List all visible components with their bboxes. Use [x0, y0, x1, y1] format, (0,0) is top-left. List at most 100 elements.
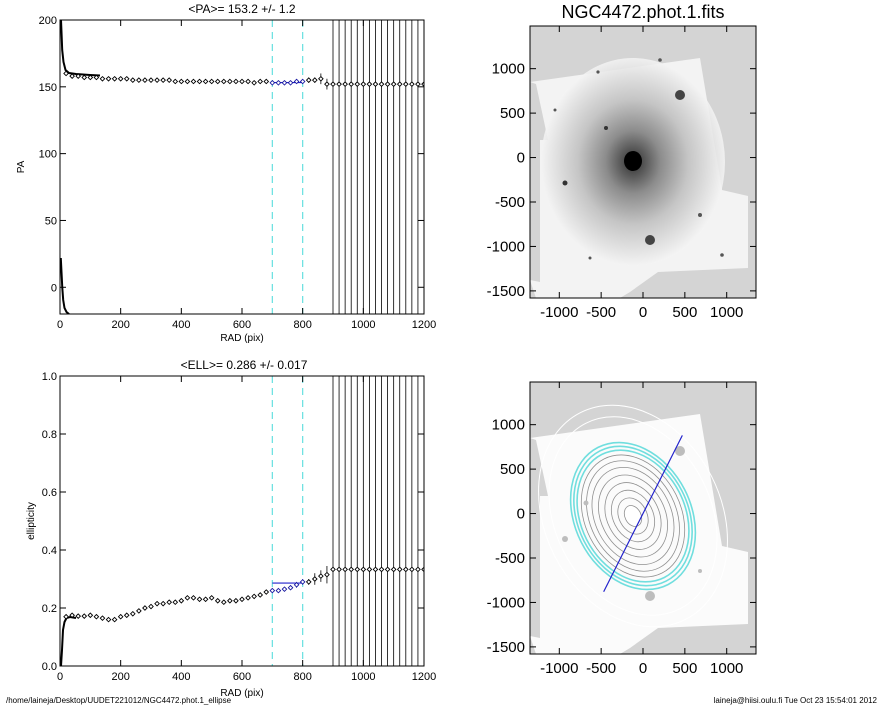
data-point: [142, 605, 148, 611]
star-source: [645, 591, 655, 601]
star-source: [588, 256, 592, 260]
data-point: [281, 79, 288, 86]
data-point: [293, 78, 300, 85]
data-point: [220, 78, 227, 85]
data-point: [136, 608, 142, 614]
data-point: [99, 615, 106, 621]
data-point: [148, 77, 154, 83]
x-tick-label: 0: [639, 660, 647, 677]
data-point: [117, 75, 124, 82]
data-point: [360, 81, 367, 87]
data-point: [172, 78, 179, 85]
contour-image-y-axis: -1500 -1000 -500 0 500 1000: [487, 417, 756, 656]
data-point: [239, 78, 245, 85]
pa-profile-points: [63, 70, 424, 90]
data-point: [257, 78, 264, 85]
x-tick-label: 800: [293, 671, 311, 683]
x-tick-label: 400: [172, 319, 190, 331]
data-point: [275, 587, 282, 594]
data-point: [287, 584, 294, 591]
x-tick-label: 600: [233, 671, 251, 683]
data-point: [69, 73, 75, 79]
star-source: [698, 213, 702, 217]
ell-profile-y-axis: 0.0 0.2 0.4 0.6 0.8 1.0: [42, 371, 424, 673]
ell-profile-fit-range-markers: [271, 376, 304, 666]
data-point: [81, 613, 88, 619]
data-point: [318, 573, 324, 579]
data-point: [227, 597, 233, 604]
data-point: [87, 74, 94, 81]
data-point: [184, 78, 191, 85]
data-point: [354, 566, 361, 573]
x-tick-label: 0: [57, 671, 63, 683]
pa-profile-y-axis: 0 50 100 150 200: [39, 15, 424, 294]
y-tick-label: 0: [51, 282, 57, 294]
data-point: [293, 581, 300, 588]
galaxy-image-title: NGC4472.phot.1.fits: [561, 2, 724, 22]
data-point: [348, 566, 355, 573]
x-tick-label: 800: [293, 319, 311, 331]
data-point: [154, 77, 160, 83]
x-tick-label: 1000: [710, 304, 743, 321]
star-source: [675, 90, 685, 100]
star-source: [658, 58, 662, 62]
data-point: [324, 81, 330, 87]
y-tick-label: 200: [39, 15, 57, 27]
pa-profile-inner-data: [60, 20, 101, 314]
pa-profile-x-label: RAD (pix): [220, 333, 263, 344]
pa-profile-y-label: PA: [16, 160, 27, 173]
data-point: [275, 79, 282, 86]
x-tick-label: 0: [57, 319, 63, 331]
galaxy-core: [624, 151, 642, 171]
pa-profile-panel: <PA>= 153.2 +/- 1.2 0 200 400 600 800 1000 120…: [16, 2, 436, 344]
data-point: [239, 596, 245, 603]
data-point: [154, 600, 160, 607]
galaxy-image-panel: NGC4472.phot.1.fits -1000 -500 0 500 1000 -1…: [487, 2, 757, 321]
user-timestamp-label: laineja@hiisi.oulu.fi Tue Oct 23 15:54:0…: [713, 696, 877, 705]
data-point: [372, 566, 379, 573]
data-point: [117, 613, 124, 620]
data-point: [318, 75, 324, 82]
galaxy-image: [530, 26, 756, 298]
file-path-label: /home/laineja/Desktop/UUDET221012/NGC447…: [6, 696, 232, 705]
data-point: [202, 596, 209, 603]
data-point: [220, 599, 227, 606]
data-point: [111, 616, 118, 623]
y-tick-label: 1.0: [42, 371, 57, 383]
data-point: [269, 79, 276, 86]
ell-profile-panel: <ELL>= 0.286 +/- 0.017 0 200 400 600 800 1000…: [26, 358, 436, 699]
x-tick-label: 200: [111, 319, 129, 331]
y-tick-label: 1000: [492, 417, 525, 434]
y-tick-label: 50: [45, 215, 57, 227]
data-point: [287, 79, 294, 86]
data-point: [251, 79, 257, 86]
data-point: [184, 595, 191, 601]
data-point: [330, 566, 336, 573]
data-point: [396, 566, 403, 573]
data-point: [311, 576, 318, 582]
data-point: [348, 81, 355, 87]
data-point: [178, 597, 185, 604]
data-point: [390, 81, 397, 87]
data-point: [245, 78, 251, 85]
star-source: [562, 536, 568, 542]
pa-profile-x-axis: 0 200 400 600 800 1000 1200: [57, 20, 436, 331]
data-point: [378, 81, 385, 87]
data-point: [166, 599, 173, 606]
pa-profile-radius-lines: [332, 20, 424, 314]
x-tick-label: 1200: [412, 671, 436, 683]
y-tick-label: -1500: [487, 283, 525, 300]
y-tick-label: 0.8: [42, 429, 57, 441]
data-point: [87, 612, 94, 619]
data-point: [390, 566, 397, 573]
ell-profile-y-label: ellipticity: [26, 502, 37, 540]
x-tick-label: 1000: [351, 671, 375, 683]
ell-profile-points: [63, 565, 424, 623]
data-point: [269, 587, 276, 594]
x-tick-label: 1200: [412, 319, 436, 331]
data-point: [148, 603, 154, 610]
data-point: [257, 592, 264, 598]
data-point: [129, 610, 136, 617]
pa-profile-inner-cluster: [60, 20, 101, 77]
